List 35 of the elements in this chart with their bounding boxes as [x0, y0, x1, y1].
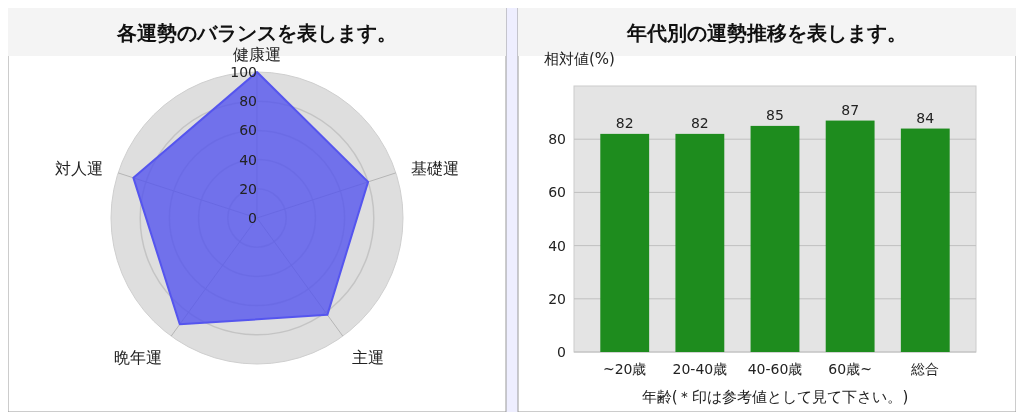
x-tick-label: 20-40歳 — [672, 361, 728, 377]
bar — [900, 128, 950, 352]
bar — [825, 120, 875, 352]
spoke-label: 対人運 — [54, 158, 103, 178]
data-label: 82 — [615, 114, 634, 131]
spoke-label: 主運 — [352, 348, 385, 368]
bar — [600, 133, 650, 352]
y-tick-label: 60 — [548, 184, 566, 201]
x-tick-label: ~20歳 — [602, 361, 647, 377]
y-tick-label: 40 — [239, 151, 257, 168]
spoke-label: 健康運 — [233, 45, 281, 64]
spoke-label: 基礎運 — [411, 158, 460, 178]
y-tick-label: 20 — [548, 290, 566, 307]
y-tick-label: 20 — [239, 180, 257, 197]
x-axis-title: 年齢(＊印は参考値として見て下さい。) — [641, 388, 909, 406]
y-tick-label: 100 — [230, 64, 257, 80]
data-label: 82 — [690, 114, 709, 131]
y-tick-label: 80 — [239, 93, 257, 110]
chart-title: 各運勢のバランスを表します。 — [116, 21, 397, 45]
y-axis-title: 相対値(%) — [544, 50, 615, 68]
y-tick-label: 40 — [548, 237, 566, 254]
data-label: 87 — [841, 101, 860, 118]
x-tick-label: 40-60歳 — [747, 361, 803, 377]
x-tick-label: 総合 — [910, 361, 940, 377]
y-tick-label: 80 — [548, 131, 566, 148]
y-tick-label: 0 — [248, 210, 257, 226]
y-tick-label: 60 — [239, 122, 257, 139]
x-tick-label: 60歳~ — [828, 361, 872, 377]
spoke-label: 晩年運 — [113, 348, 162, 368]
bar — [750, 125, 800, 352]
y-tick-label: 0 — [557, 344, 566, 360]
bar — [675, 133, 725, 352]
data-label: 84 — [916, 109, 935, 126]
data-label: 85 — [766, 106, 784, 123]
chart-title: 年代別の運勢推移を表します。 — [626, 21, 907, 45]
